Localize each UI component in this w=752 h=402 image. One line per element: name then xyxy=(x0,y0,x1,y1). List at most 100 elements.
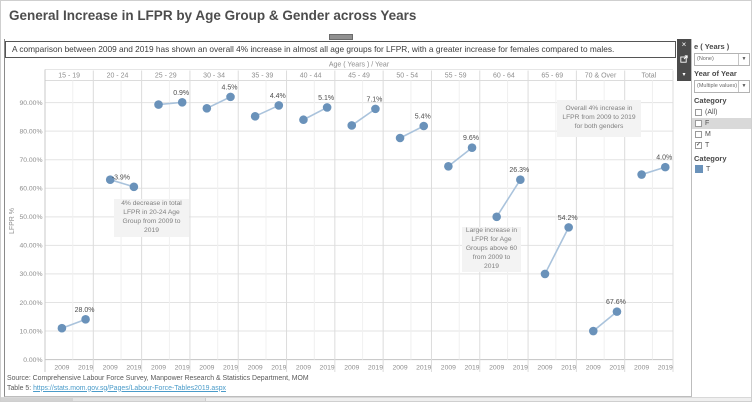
year-tick-label: 2009 xyxy=(537,365,552,372)
drag-handle[interactable] xyxy=(329,34,353,40)
trend-connector xyxy=(496,179,522,218)
year-tick-label: 2019 xyxy=(126,365,141,372)
data-point-2019[interactable] xyxy=(81,315,90,324)
change-label: 0.9% xyxy=(173,90,189,97)
category-option-m[interactable]: M xyxy=(692,129,751,140)
year-tick-label: 2009 xyxy=(248,365,263,372)
change-label: 7.1% xyxy=(366,96,382,103)
close-icon[interactable]: × xyxy=(681,40,687,49)
year-tick-label: 2019 xyxy=(175,365,190,372)
data-point-2009[interactable] xyxy=(347,121,357,130)
checkbox-icon[interactable] xyxy=(695,131,702,138)
year-tick-label: 2009 xyxy=(151,365,166,372)
age-group-header: 50 - 54 xyxy=(396,73,418,80)
y-tick-label: 50.00% xyxy=(19,214,42,221)
data-point-2019[interactable] xyxy=(612,307,622,316)
year-filter-value: (Multiple values) xyxy=(697,83,738,89)
year-tick-label: 2019 xyxy=(223,365,238,372)
change-label: 67.6% xyxy=(606,299,626,306)
legend-color-swatch xyxy=(695,165,703,173)
checkbox-checked-icon[interactable]: ✓ xyxy=(695,142,702,149)
trend-connector xyxy=(447,147,473,167)
data-point-2009[interactable] xyxy=(637,170,646,179)
change-label: 4.5% xyxy=(222,84,238,91)
age-group-header: 55 - 59 xyxy=(445,73,467,80)
data-point-2019[interactable] xyxy=(322,103,332,112)
year-tick-label: 2009 xyxy=(54,365,69,372)
age-group-header: 35 - 39 xyxy=(251,73,273,80)
data-point-2009[interactable] xyxy=(492,212,501,222)
data-point-2019[interactable] xyxy=(226,92,235,102)
year-tick-label: 2009 xyxy=(199,365,214,372)
change-label: 28.0% xyxy=(75,307,95,314)
category-option-f[interactable]: F xyxy=(692,118,751,129)
category-option-label: (All) xyxy=(705,109,718,116)
data-point-2019[interactable] xyxy=(467,143,477,153)
checkbox-icon[interactable] xyxy=(695,120,702,127)
dashboard-frame xyxy=(4,39,693,397)
caption-text: A comparison between 2009 and 2019 has s… xyxy=(5,41,676,58)
category-option-t[interactable]: ✓ T xyxy=(692,140,751,151)
data-point-2019[interactable] xyxy=(274,101,284,110)
filter-sidebar: e ( Years ) (None) ▼ Year of Year (Multi… xyxy=(691,39,751,401)
data-point-2009[interactable] xyxy=(444,161,453,171)
y-tick-label: 30.00% xyxy=(19,271,42,278)
year-filter-dropdown[interactable]: (Multiple values) ▼ xyxy=(694,80,750,93)
source-line2: Table 5: https://stats.mom.gov.sg/Pages/… xyxy=(7,384,309,394)
scrollbar-thumb[interactable] xyxy=(1,398,73,401)
source-link[interactable]: https://stats.mom.gov.sg/Pages/Labour-Fo… xyxy=(33,384,226,392)
change-label: 4.4% xyxy=(270,93,286,100)
data-point-2009[interactable] xyxy=(250,112,260,121)
data-point-2009[interactable] xyxy=(154,100,163,109)
source-table-prefix: Table 5: xyxy=(7,384,34,392)
annotation-box: Large increase in LFPR for Age Groups ab… xyxy=(462,227,521,272)
category-option-label: T xyxy=(705,142,710,149)
data-point-2009[interactable] xyxy=(57,323,67,333)
category-option-all[interactable]: (All) xyxy=(692,107,751,118)
y-tick-label: 40.00% xyxy=(19,243,42,250)
chevron-down-icon[interactable]: ▾ xyxy=(682,72,686,78)
trend-connector xyxy=(351,108,376,127)
data-point-2009[interactable] xyxy=(395,133,405,143)
data-point-2019[interactable] xyxy=(419,121,429,131)
trend-connector xyxy=(206,96,231,110)
data-point-2009[interactable] xyxy=(540,269,550,279)
age-filter-dropdown[interactable]: (None) ▼ xyxy=(694,53,750,66)
year-tick-label: 2019 xyxy=(464,365,479,372)
chevron-down-icon[interactable]: ▼ xyxy=(738,54,749,65)
age-group-header: 30 - 34 xyxy=(203,73,225,80)
change-label: -3.9% xyxy=(112,174,130,181)
year-tick-label: 2009 xyxy=(634,365,649,372)
trend-connector xyxy=(303,106,328,121)
data-point-2009[interactable] xyxy=(299,115,308,125)
year-tick-label: 2019 xyxy=(513,365,528,372)
export-icon[interactable] xyxy=(680,55,688,65)
year-tick-label: 2019 xyxy=(416,365,431,372)
year-tick-label: 2019 xyxy=(658,365,673,372)
data-point-2009[interactable] xyxy=(588,326,598,336)
age-group-header: Total xyxy=(641,73,656,80)
year-tick-label: 2009 xyxy=(392,365,407,372)
data-point-2019[interactable] xyxy=(129,182,139,192)
data-point-2009[interactable] xyxy=(202,104,212,113)
data-point-2009[interactable] xyxy=(105,175,115,184)
data-point-2019[interactable] xyxy=(564,223,573,232)
year-tick-label: 2019 xyxy=(368,365,383,372)
chevron-down-icon[interactable]: ▼ xyxy=(738,81,749,92)
category-option-label: M xyxy=(705,131,711,138)
source-line1: Source: Comprehensive Labour Force Surve… xyxy=(7,375,309,382)
age-group-header: 20 - 24 xyxy=(107,73,129,80)
checkbox-icon[interactable] xyxy=(695,109,702,116)
data-point-2019[interactable] xyxy=(371,104,380,114)
filter-panel-toolbar: × ▾ xyxy=(677,39,691,81)
year-tick-label: 2019 xyxy=(78,365,93,372)
year-tick-label: 2009 xyxy=(103,365,118,372)
data-point-2019[interactable] xyxy=(177,98,187,107)
data-point-2019[interactable] xyxy=(660,162,670,172)
legend-item-label: T xyxy=(706,165,711,173)
data-point-2019[interactable] xyxy=(516,175,525,184)
age-group-header: 60 - 64 xyxy=(493,73,515,80)
change-label: 5.4% xyxy=(415,114,431,121)
change-label: 9.6% xyxy=(463,135,479,142)
